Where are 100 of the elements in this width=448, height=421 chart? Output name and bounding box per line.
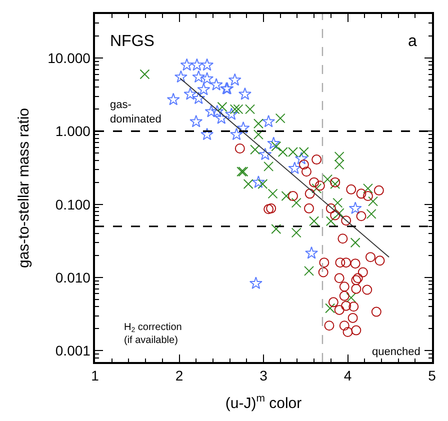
point xyxy=(243,178,254,189)
point xyxy=(140,69,150,80)
point xyxy=(330,210,340,220)
point xyxy=(368,196,378,206)
y-tick-label: 0.100 xyxy=(55,196,91,212)
point xyxy=(271,141,282,152)
point xyxy=(268,188,278,199)
point xyxy=(304,266,314,276)
x-tick-label: 5 xyxy=(428,368,436,384)
point xyxy=(318,267,328,278)
point xyxy=(351,325,362,336)
point xyxy=(271,224,282,234)
point xyxy=(366,208,376,219)
point xyxy=(309,177,320,188)
point xyxy=(249,276,262,290)
point xyxy=(356,188,366,199)
point xyxy=(305,246,318,259)
point xyxy=(342,326,353,337)
y-axis-title: gas-to-stellar mass ratio xyxy=(15,108,32,268)
point xyxy=(334,273,344,284)
point xyxy=(190,58,204,71)
point xyxy=(326,216,336,226)
point xyxy=(324,320,334,331)
point xyxy=(362,191,373,202)
x-tick-label: 2 xyxy=(175,368,184,384)
point xyxy=(291,228,302,238)
point xyxy=(204,104,218,118)
point xyxy=(346,292,356,303)
point xyxy=(275,113,286,124)
point xyxy=(238,87,252,100)
point xyxy=(258,148,272,160)
point xyxy=(253,130,264,140)
point xyxy=(348,302,359,312)
point xyxy=(301,166,312,177)
point xyxy=(335,258,346,268)
point xyxy=(358,267,368,278)
point xyxy=(253,118,264,129)
point xyxy=(348,312,358,323)
point xyxy=(304,188,315,199)
point xyxy=(267,136,280,150)
point xyxy=(230,104,240,114)
point xyxy=(341,258,352,268)
point xyxy=(334,160,344,170)
point xyxy=(264,161,274,172)
y-tick-label: 0.010 xyxy=(55,269,91,286)
point xyxy=(346,184,356,194)
y-tick-label: 1.000 xyxy=(55,123,91,140)
annotation: H$_{2}$ correction (if available) xyxy=(124,322,182,346)
point xyxy=(356,211,366,222)
point xyxy=(217,102,228,112)
point xyxy=(314,180,325,191)
annotation: a xyxy=(408,33,417,50)
point xyxy=(339,282,350,292)
point xyxy=(228,73,242,86)
point xyxy=(339,320,350,331)
point xyxy=(264,204,274,214)
point xyxy=(325,303,336,314)
point xyxy=(341,300,352,311)
point xyxy=(351,284,362,294)
point xyxy=(350,238,360,248)
point xyxy=(200,72,214,84)
point xyxy=(281,191,292,202)
point xyxy=(339,290,350,301)
annotation: NFGS xyxy=(110,33,154,50)
point xyxy=(332,198,343,208)
point xyxy=(322,174,333,184)
annotation: quenched xyxy=(372,346,420,358)
point xyxy=(341,216,352,226)
point xyxy=(366,252,376,262)
point xyxy=(298,160,309,170)
point xyxy=(288,191,298,202)
x-tick-label: 1 xyxy=(91,368,100,384)
point xyxy=(334,208,344,218)
point xyxy=(328,297,338,308)
point xyxy=(262,114,276,128)
point xyxy=(200,58,214,71)
point xyxy=(309,216,320,226)
y-tick-label: 10.000 xyxy=(48,50,91,66)
annotation: gas- dominated xyxy=(110,99,162,126)
point xyxy=(192,92,206,104)
point xyxy=(225,108,238,120)
point xyxy=(362,284,372,295)
point xyxy=(348,202,362,214)
point xyxy=(234,144,245,154)
point xyxy=(371,306,382,317)
point xyxy=(288,162,302,174)
point xyxy=(236,121,250,134)
point xyxy=(334,152,344,162)
point xyxy=(258,178,268,189)
point xyxy=(319,258,330,268)
point xyxy=(312,154,322,165)
y-tick-label: 0.001 xyxy=(55,342,91,359)
point xyxy=(197,82,210,96)
x-tick-label: 4 xyxy=(344,368,352,384)
point xyxy=(166,92,180,106)
point xyxy=(294,152,308,164)
point xyxy=(312,183,322,194)
point xyxy=(291,198,302,208)
point xyxy=(374,185,384,196)
point xyxy=(192,70,206,83)
